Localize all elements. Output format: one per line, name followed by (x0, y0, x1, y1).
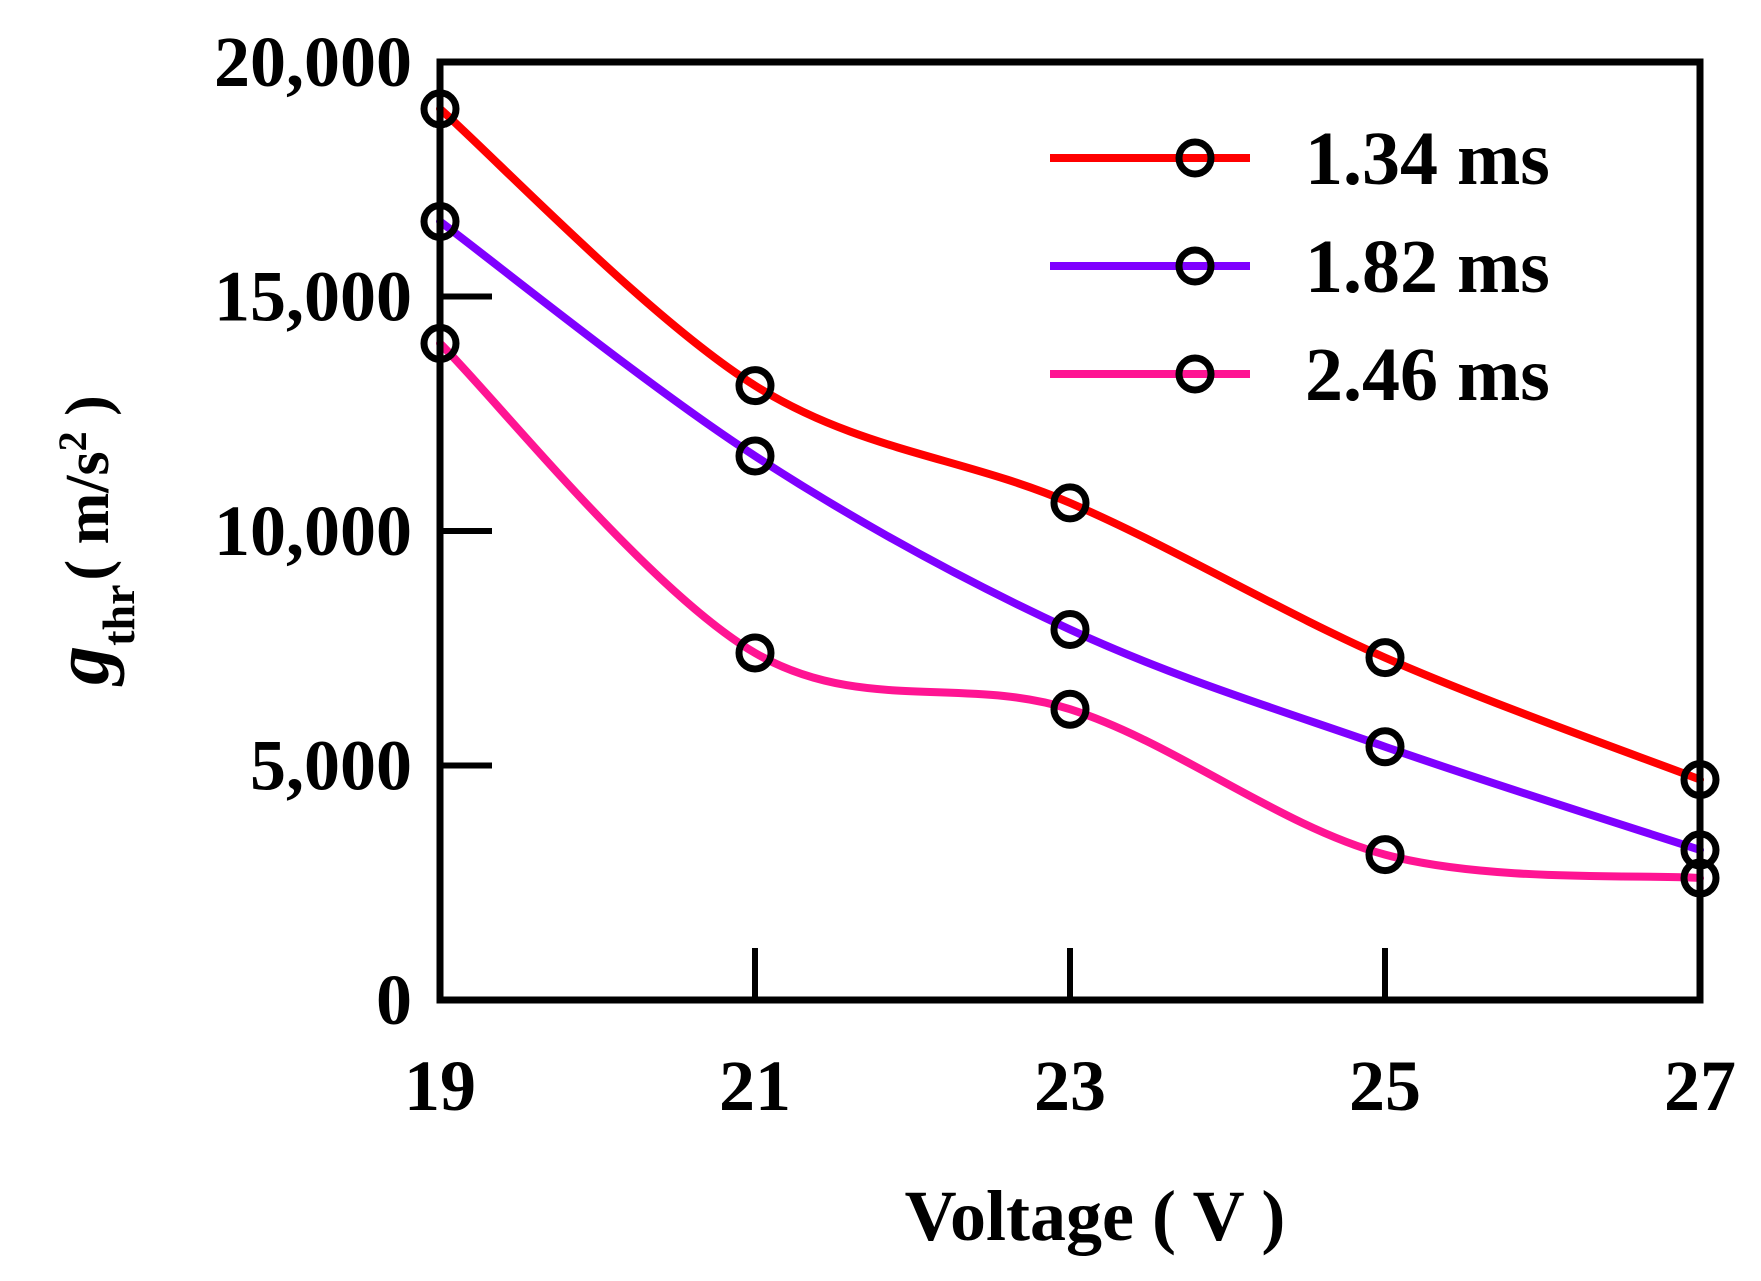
y-tick-label: 5,000 (250, 726, 412, 806)
x-tick-label: 19 (404, 1046, 476, 1126)
series-line-2 (436, 217, 1704, 854)
series-layer (420, 89, 1720, 898)
data-point-series-1 (735, 366, 775, 406)
legend-item-3: 2.46 ms (1050, 333, 1550, 417)
legend-marker (1175, 354, 1215, 394)
legend-marker (1175, 246, 1215, 286)
y-axis-units: ( m/s (54, 451, 122, 580)
x-tick-label: 21 (719, 1046, 791, 1126)
x-tick-label: 23 (1034, 1046, 1106, 1126)
legend-marker (1175, 138, 1215, 178)
legend-item-2: 1.82 ms (1050, 225, 1550, 309)
x-tick-label: 27 (1664, 1046, 1736, 1126)
legend-label: 1.34 ms (1305, 117, 1550, 201)
series-line-1 (436, 104, 1704, 784)
data-point-series-1 (1365, 638, 1405, 678)
x-axis-label: Voltage ( V ) (905, 1176, 1286, 1256)
y-tick-label: 0 (376, 960, 412, 1040)
y-axis-subscript: thr (93, 584, 144, 645)
ticks-layer: 0 5,000 10,000 15,000 20,000 19 21 23 25 27 (214, 22, 1736, 1126)
y-tick-label: 20,000 (214, 22, 412, 102)
data-point-series-3 (1050, 689, 1090, 729)
legend: 1.34 ms 1.82 ms 2.46 ms (1050, 117, 1550, 417)
legend-item-1: 1.34 ms (1050, 117, 1550, 201)
legend-label: 1.82 ms (1305, 225, 1550, 309)
plot-frame (436, 58, 1704, 1004)
data-point-series-2 (1365, 727, 1405, 767)
data-point-series-2 (1050, 609, 1090, 649)
y-tick-label: 15,000 (214, 257, 412, 337)
y-axis-units-end: ) (54, 395, 122, 431)
y-axis-label: gthr( m/s2 ) (38, 395, 144, 687)
data-point-series-3 (735, 633, 775, 673)
data-point-series-3 (1365, 835, 1405, 875)
data-point-series-1 (1050, 483, 1090, 523)
y-axis-symbol: g (38, 646, 125, 687)
legend-label: 2.46 ms (1305, 333, 1550, 417)
x-tick-label: 25 (1349, 1046, 1421, 1126)
y-axis-units-sup: 2 (50, 431, 95, 451)
y-tick-label: 10,000 (214, 491, 412, 571)
data-point-series-2 (735, 436, 775, 476)
